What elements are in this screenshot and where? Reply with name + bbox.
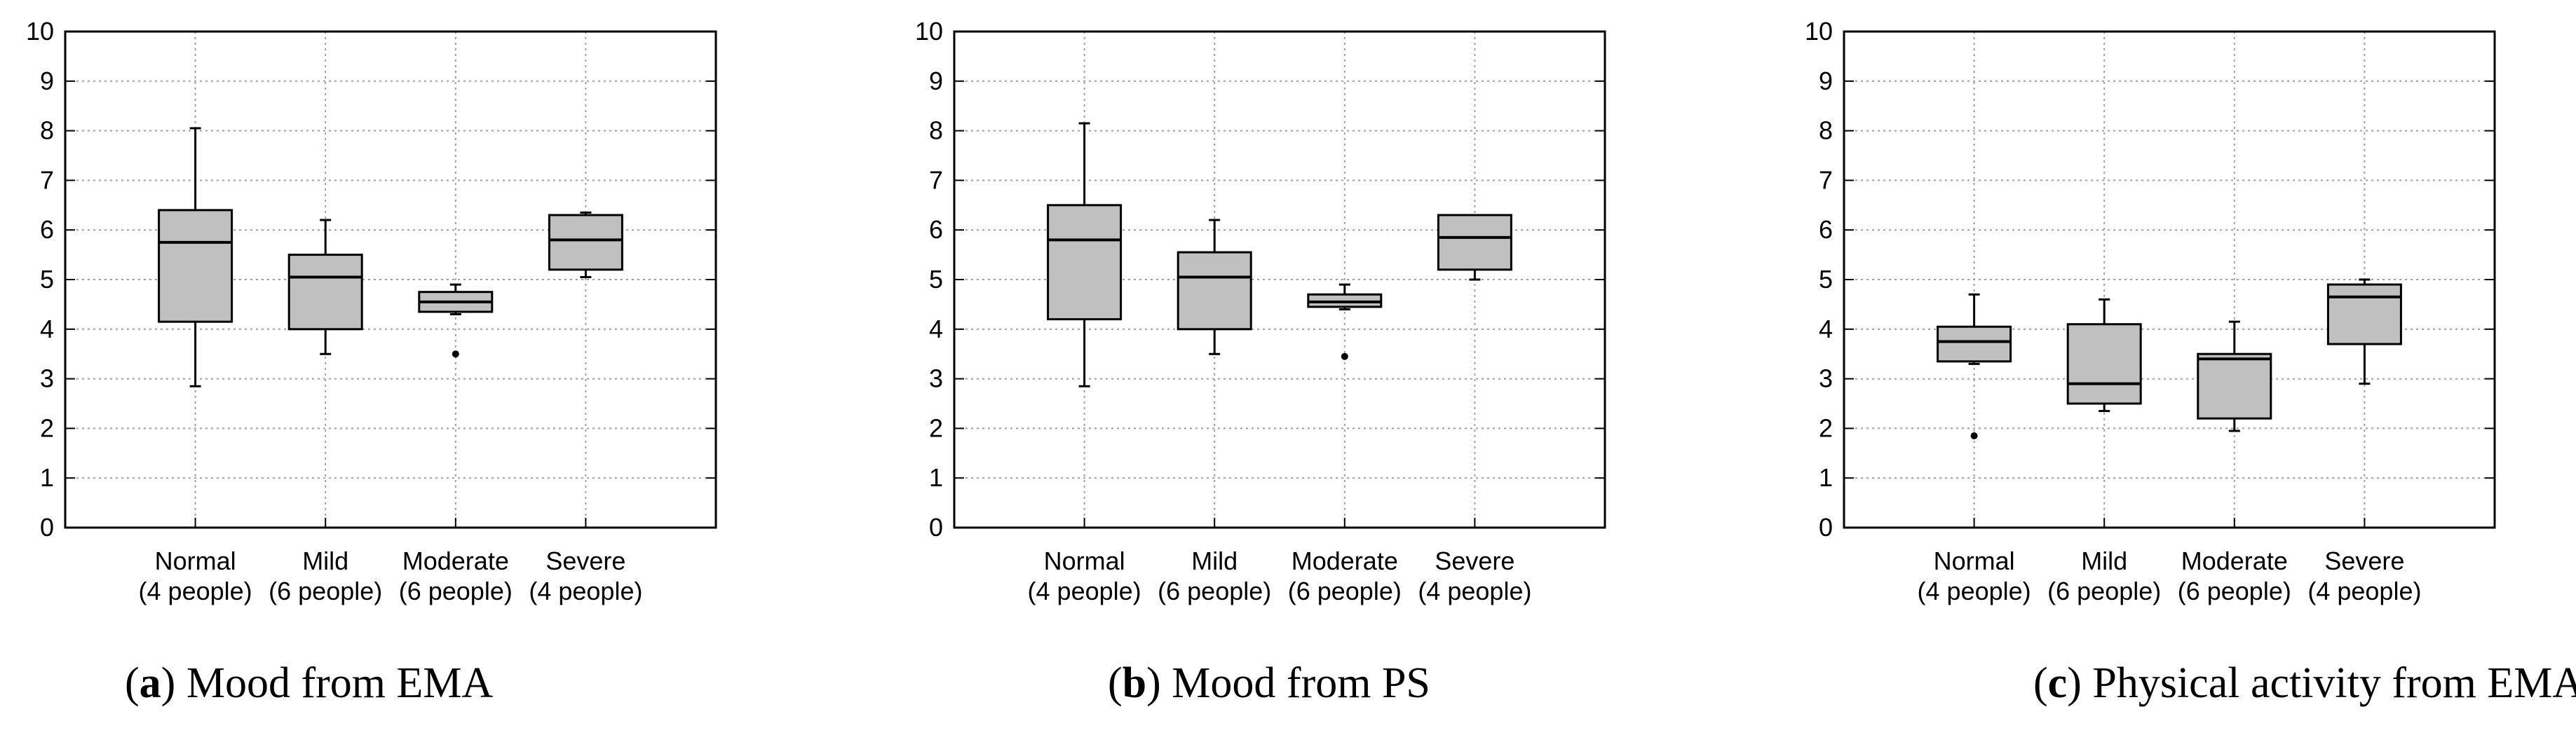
caption-c-letter: c	[2047, 659, 2068, 707]
ytick-label-0: 0	[929, 513, 943, 542]
plot-frame-a	[64, 30, 717, 529]
ytick-label-10: 10	[1805, 17, 1833, 46]
xlabel-b-moderate: Moderate	[1292, 547, 1398, 575]
ytick-label-4: 4	[929, 315, 943, 343]
box-c-moderate-body	[2197, 352, 2272, 420]
box-c-normal-body	[1937, 325, 2012, 363]
ytick-label-9: 9	[1819, 67, 1833, 95]
xlabel-b-normal: Normal	[1044, 547, 1125, 575]
xlabel-count-c-severe: (4 people)	[2307, 577, 2421, 605]
box-a-normal-body	[158, 209, 233, 323]
ytick-label-8: 8	[1819, 116, 1833, 145]
ytick-label-9: 9	[40, 67, 54, 95]
ytick-label-6: 6	[929, 215, 943, 244]
xlabel-count-a-severe: (4 people)	[529, 577, 642, 605]
caption-c: (c) Physical activity from EMA	[2033, 659, 2576, 715]
xlabel-a-normal: Normal	[155, 547, 236, 575]
xlabel-count-c-normal: (4 people)	[1918, 577, 2031, 605]
xlabel-count-c-mild: (6 people)	[2047, 577, 2161, 605]
caption-b-title: Mood from PS	[1172, 659, 1430, 707]
caption-a: (a) Mood from EMA	[125, 659, 494, 707]
ytick-label-7: 7	[40, 165, 54, 194]
xlabel-count-b-severe: (4 people)	[1418, 577, 1531, 605]
ytick-label-1: 1	[40, 463, 54, 492]
ytick-label-2: 2	[40, 413, 54, 442]
ytick-label-4: 4	[40, 315, 54, 343]
ytick-label-5: 5	[1819, 265, 1833, 294]
ytick-label-3: 3	[40, 364, 54, 393]
xlabel-c-mild: Mild	[2081, 547, 2127, 575]
xlabel-a-mild: Mild	[302, 547, 348, 575]
xlabel-count-a-mild: (6 people)	[269, 577, 382, 605]
ytick-label-7: 7	[1819, 165, 1833, 194]
ytick-label-1: 1	[929, 463, 943, 492]
box-c-normal-outlier-1	[1970, 432, 1978, 440]
caption-b: (b) Mood from PS	[1108, 659, 1430, 707]
ytick-label-3: 3	[929, 364, 943, 393]
box-b-severe-body	[1437, 214, 1512, 271]
box-a-moderate-outlier-1	[452, 350, 459, 358]
plot-frame-c	[1843, 30, 2496, 529]
ytick-label-6: 6	[40, 215, 54, 244]
ytick-label-10: 10	[915, 17, 943, 46]
box-c-mild-body	[2066, 323, 2142, 405]
ytick-label-4: 4	[1819, 315, 1833, 343]
box-b-mild-body	[1177, 251, 1252, 331]
xlabel-count-b-moderate: (6 people)	[1288, 577, 1402, 605]
ytick-label-8: 8	[40, 116, 54, 145]
box-a-severe-body	[548, 214, 623, 271]
ytick-label-1: 1	[1819, 463, 1833, 492]
box-a-mild-body	[287, 254, 363, 331]
box-b-moderate-outlier-1	[1341, 352, 1348, 360]
xlabel-c-normal: Normal	[1934, 547, 2015, 575]
caption-a-title: Mood from EMA	[186, 659, 494, 707]
xlabel-c-moderate: Moderate	[2181, 547, 2288, 575]
ytick-label-0: 0	[1819, 513, 1833, 542]
xlabel-a-moderate: Moderate	[402, 547, 509, 575]
ytick-label-0: 0	[40, 513, 54, 542]
xlabel-b-mild: Mild	[1191, 547, 1238, 575]
ytick-label-6: 6	[1819, 215, 1833, 244]
xlabel-a-severe: Severe	[545, 547, 625, 575]
ytick-label-10: 10	[26, 17, 54, 46]
caption-a-letter: a	[139, 659, 161, 707]
ytick-label-5: 5	[929, 265, 943, 294]
xlabel-count-b-normal: (4 people)	[1028, 577, 1141, 605]
box-c-severe-body	[2326, 283, 2402, 345]
xlabel-count-c-moderate: (6 people)	[2178, 577, 2291, 605]
xlabel-count-b-mild: (6 people)	[1158, 577, 1271, 605]
xlabel-c-severe: Severe	[2324, 547, 2404, 575]
xlabel-count-a-normal: (4 people)	[139, 577, 252, 605]
ytick-label-9: 9	[929, 67, 943, 95]
plot-frame-b	[953, 30, 1606, 529]
caption-c-title: Physical activity from EMA	[2092, 659, 2576, 707]
ytick-label-2: 2	[1819, 413, 1833, 442]
ytick-label-8: 8	[929, 116, 943, 145]
ytick-label-2: 2	[929, 413, 943, 442]
ytick-label-5: 5	[40, 265, 54, 294]
xlabel-count-a-moderate: (6 people)	[399, 577, 513, 605]
xlabel-b-severe: Severe	[1435, 547, 1514, 575]
box-b-normal-body	[1047, 204, 1123, 321]
caption-b-letter: b	[1122, 659, 1147, 707]
ytick-label-7: 7	[929, 165, 943, 194]
ytick-label-3: 3	[1819, 364, 1833, 393]
